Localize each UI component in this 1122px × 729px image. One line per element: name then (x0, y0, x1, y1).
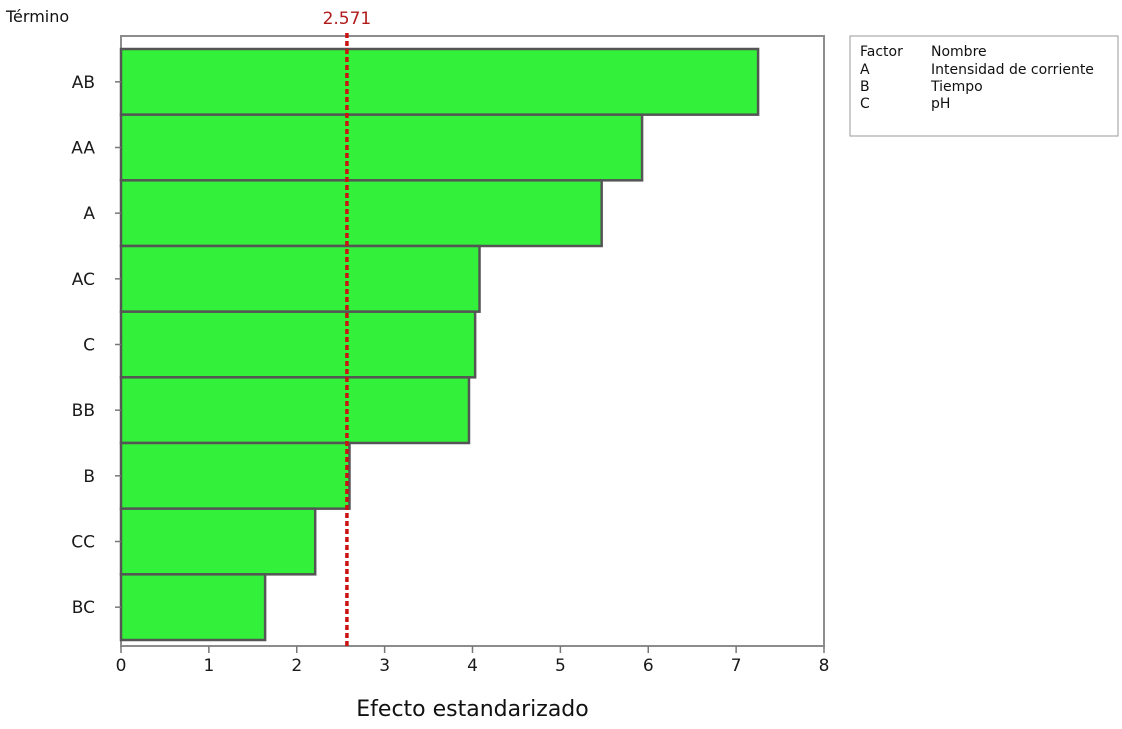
legend-factor-a: A (860, 62, 870, 78)
category-label-cc: CC (71, 533, 95, 553)
category-label-c: C (83, 336, 95, 356)
category-label-ac: AC (72, 270, 95, 290)
legend-name-b: Tiempo (930, 79, 983, 95)
x-tick-label-7: 7 (731, 656, 742, 676)
bar-b (119, 441, 351, 510)
legend-header-nombre: Nombre (931, 44, 987, 60)
legend-name-a: Intensidad de corriente (931, 62, 1094, 78)
y-axis-title: Término (5, 7, 69, 26)
category-label-bb: BB (72, 401, 95, 421)
legend-header-factor: Factor (860, 44, 903, 60)
x-tick-label-1: 1 (203, 656, 214, 676)
bar-bc (119, 573, 267, 642)
category-label-aa: AA (71, 139, 95, 159)
x-tick-label-4: 4 (467, 656, 478, 676)
legend-box (849, 35, 1119, 137)
category-label-ab: AB (72, 73, 95, 93)
x-tick-label-5: 5 (555, 656, 566, 676)
x-tick-label-6: 6 (643, 656, 654, 676)
bar-c (119, 310, 477, 379)
bar-ac (119, 244, 481, 313)
bar-aa (119, 113, 644, 182)
x-tick-label-3: 3 (379, 656, 390, 676)
category-label-b: B (83, 467, 95, 487)
category-label-bc: BC (72, 598, 95, 618)
x-tick-label-2: 2 (291, 656, 302, 676)
legend-name-c: pH (931, 96, 950, 112)
x-axis-title: Efecto estandarizado (356, 697, 588, 722)
x-tick-label-8: 8 (819, 656, 830, 676)
reference-line-label: 2.571 (323, 9, 372, 29)
legend-factor-c: C (860, 96, 870, 112)
bar-ab (119, 47, 760, 116)
category-label-a: A (83, 204, 95, 224)
bar-bb (119, 376, 471, 445)
x-tick-label-0: 0 (116, 656, 127, 676)
legend-factor-b: B (860, 79, 870, 95)
bar-a (119, 179, 603, 248)
bar-cc (119, 507, 317, 576)
